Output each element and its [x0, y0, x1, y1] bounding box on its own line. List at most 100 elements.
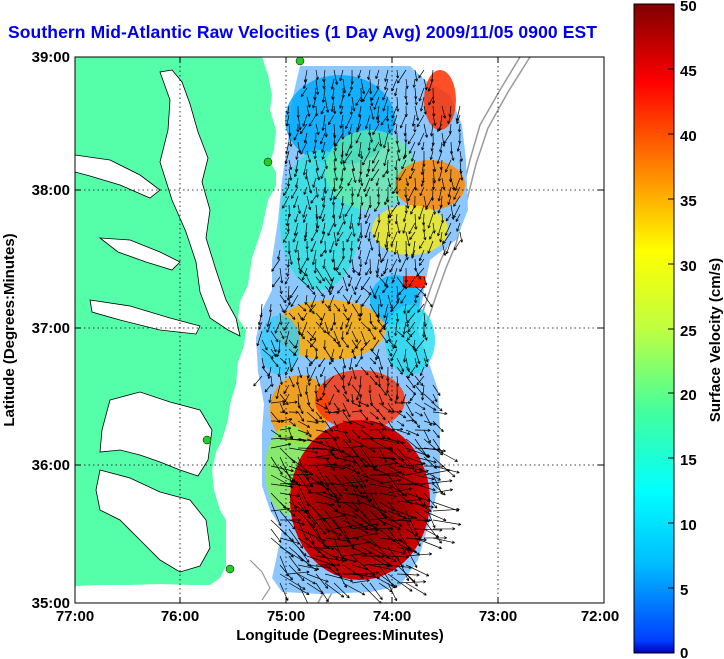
- velocity-arrow: [387, 357, 393, 368]
- velocity-arrow: [412, 78, 416, 88]
- velocity-arrow: [372, 123, 380, 136]
- velocity-arrow: [342, 420, 353, 425]
- velocity-arrow: [407, 303, 416, 314]
- velocity-arrow: [292, 231, 299, 243]
- velocity-arrow: [378, 519, 401, 530]
- colorbar-tick-label: 40: [680, 128, 697, 145]
- velocity-arrow: [306, 150, 312, 163]
- velocity-arrow: [359, 258, 363, 268]
- velocity-arrow: [376, 186, 381, 198]
- velocity-arrow: [383, 303, 389, 319]
- velocity-arrow: [418, 87, 425, 102]
- velocity-arrow: [357, 231, 362, 242]
- velocity-arrow: [402, 222, 407, 234]
- velocity-arrow: [378, 456, 396, 461]
- velocity-arrow: [421, 141, 425, 151]
- station-marker-3: [202, 435, 212, 445]
- velocity-arrow: [333, 231, 338, 247]
- velocity-arrow: [324, 573, 354, 583]
- velocity-arrow: [423, 501, 436, 529]
- velocity-arrow: [394, 123, 398, 135]
- velocity-arrow: [439, 141, 443, 153]
- velocity-arrow: [418, 258, 425, 266]
- velocity-arrow: [279, 285, 283, 295]
- velocity-arrow: [324, 267, 333, 282]
- velocity-arrow: [423, 357, 428, 368]
- velocity-arrow: [301, 267, 308, 281]
- velocity-arrow: [324, 456, 335, 471]
- velocity-arrow: [360, 348, 364, 360]
- velocity-arrow: [314, 348, 319, 360]
- velocity-arrow: [374, 204, 380, 212]
- velocity-arrow: [270, 483, 294, 489]
- velocity-arrow: [306, 402, 315, 412]
- velocity-arrow: [429, 231, 434, 240]
- velocity-arrow: [315, 78, 320, 95]
- velocity-arrow: [315, 514, 346, 521]
- velocity-arrow: [297, 546, 310, 563]
- velocity-arrow: [375, 231, 380, 244]
- velocity-arrow: [382, 168, 389, 178]
- velocity-arrow: [423, 420, 436, 426]
- velocity-arrow: [342, 551, 372, 557]
- velocity-arrow: [297, 384, 303, 398]
- velocity-arrow: [414, 518, 432, 522]
- velocity-arrow: [333, 510, 357, 519]
- velocity-arrow: [261, 348, 274, 359]
- velocity-arrow: [405, 564, 430, 577]
- velocity-arrow: [432, 384, 441, 397]
- velocity-arrow: [387, 123, 391, 134]
- velocity-arrow: [315, 436, 340, 440]
- velocity-arrow: [378, 478, 401, 485]
- velocity-arrow: [336, 231, 344, 242]
- velocity-arrow: [322, 78, 326, 89]
- velocity-arrow: [342, 429, 352, 444]
- velocity-arrow: [342, 339, 349, 348]
- velocity-arrow: [423, 479, 453, 485]
- velocity-arrow: [319, 393, 326, 401]
- velocity-arrow: [373, 141, 380, 152]
- velocity-arrow: [439, 159, 443, 170]
- velocity-arrow: [378, 411, 386, 421]
- velocity-arrow: [387, 483, 408, 497]
- velocity-vectors: [253, 69, 464, 603]
- velocity-arrow: [283, 303, 290, 314]
- velocity-arrow: [342, 384, 347, 395]
- velocity-arrow: [293, 195, 299, 209]
- velocity-arrow: [423, 294, 433, 308]
- velocity-arrow: [355, 384, 362, 401]
- velocity-arrow: [339, 348, 344, 360]
- velocity-arrow: [414, 483, 436, 492]
- velocity-arrow: [297, 420, 311, 428]
- velocity-arrow: [270, 537, 294, 558]
- velocity-arrow: [402, 150, 407, 160]
- velocity-arrow: [306, 420, 319, 425]
- velocity-arrow: [411, 249, 416, 259]
- velocity-arrow: [367, 69, 371, 80]
- velocity-arrow: [419, 366, 425, 377]
- bay-inlet-west-2: [98, 237, 181, 271]
- velocity-arrow: [432, 465, 460, 474]
- velocity-arrow: [405, 384, 417, 396]
- velocity-arrow: [328, 393, 335, 406]
- velocity-arrow: [275, 384, 281, 400]
- velocity-arrow: [351, 402, 362, 407]
- velocity-arrow: [351, 532, 379, 539]
- tick-marks: [75, 57, 604, 603]
- velocity-arrow: [253, 375, 263, 387]
- velocity-arrow: [321, 294, 326, 304]
- velocity-arrow: [396, 276, 405, 288]
- velocity-arrow: [423, 231, 427, 241]
- velocity-arrow: [257, 312, 263, 326]
- velocity-arrow: [267, 366, 272, 380]
- velocity-arrow: [368, 385, 372, 394]
- velocity-arrow: [303, 132, 308, 144]
- velocity-arrow: [432, 488, 454, 494]
- velocity-arrow: [294, 213, 299, 223]
- velocity-arrow: [286, 222, 290, 233]
- velocity-arrow: [373, 96, 380, 110]
- velocity-arrow: [358, 267, 362, 277]
- velocity-arrow: [456, 114, 461, 125]
- velocity-arrow: [282, 186, 290, 197]
- speed-blob-cyan-e: [385, 305, 435, 375]
